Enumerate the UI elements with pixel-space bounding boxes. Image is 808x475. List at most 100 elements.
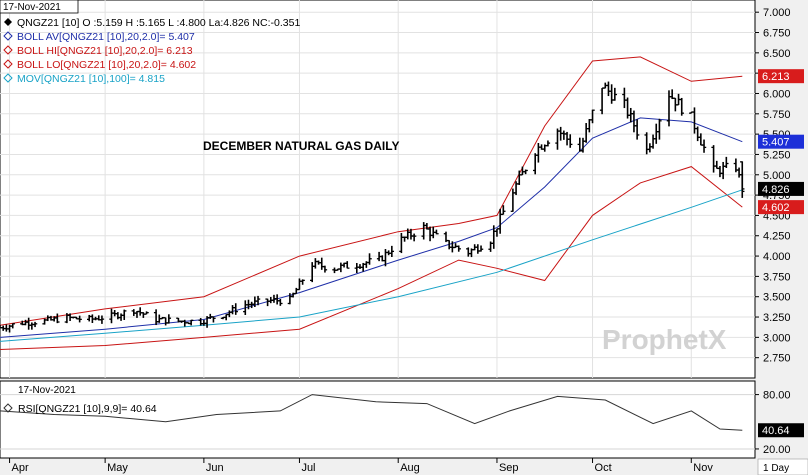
ohlc-bar xyxy=(657,118,662,140)
price-tag: 5.407 xyxy=(758,134,804,149)
interval-label: 1 Day xyxy=(763,463,789,474)
ohlc-bar xyxy=(99,315,105,324)
rsi-panel xyxy=(0,380,756,459)
rsi-axis-label: 80.00 xyxy=(763,390,791,402)
legend-item: BOLL AV[QNGZ21 [10],20,2.0]= 5.407 xyxy=(3,31,195,43)
indicator-line xyxy=(0,166,743,350)
x-axis-label: Apr xyxy=(12,462,29,474)
x-axis-label: Oct xyxy=(595,462,612,474)
ohlc-bar xyxy=(345,261,350,269)
rsi-legend-item: RSI[QNGZ21 [10],9,9]= 40.64 xyxy=(3,403,157,415)
legend-date: 17-Nov-2021 xyxy=(3,2,61,13)
ohlc-bar xyxy=(188,319,194,326)
legend-text: BOLL LO[QNGZ21 [10],20,2.0]= 4.602 xyxy=(17,59,196,71)
price-axis-label: 7.000 xyxy=(763,7,791,19)
ohlc-bar xyxy=(122,309,127,320)
rsi-y-axis: 80.00 20.00 xyxy=(755,390,791,456)
legend-date-box xyxy=(0,0,79,14)
legend-marker-hollow-icon xyxy=(3,59,13,69)
ohlc-bar xyxy=(389,245,395,257)
rsi-line xyxy=(0,394,743,431)
price-tag: 6.213 xyxy=(758,69,804,84)
x-axis-label: Nov xyxy=(693,462,713,474)
price-axis-label: 3.750 xyxy=(763,271,791,283)
ohlc-bar xyxy=(166,314,172,324)
price-bars xyxy=(0,81,745,333)
rsi-tag-label: 40.64 xyxy=(762,425,790,437)
price-panel xyxy=(0,0,756,379)
rsi-legend-text: RSI[QNGZ21 [10],9,9]= 40.64 xyxy=(18,403,157,415)
legend-item: BOLL HI[QNGZ21 [10],20,2.0]= 6.213 xyxy=(3,45,193,57)
chart-annotation: DECEMBER NATURAL GAS DAILY xyxy=(203,139,399,153)
price-tag-box xyxy=(758,181,804,196)
price-tag: 4.602 xyxy=(758,200,804,215)
price-axis-label: 5.750 xyxy=(763,109,791,121)
rsi-tag: 40.64 xyxy=(758,423,804,438)
price-axis-label: 4.250 xyxy=(763,231,791,243)
price-axis-label: 6.750 xyxy=(763,28,791,40)
ohlc-bar xyxy=(300,279,305,285)
price-axis-label: 6.500 xyxy=(763,48,791,60)
price-tag-box xyxy=(758,200,804,215)
legend-text: BOLL AV[QNGZ21 [10],20,2.0]= 5.407 xyxy=(17,31,195,43)
indicator-line xyxy=(0,189,743,342)
price-axis-label: 3.250 xyxy=(763,312,791,324)
rsi-grid xyxy=(0,394,755,450)
interval-box xyxy=(757,458,808,475)
ohlc-bar xyxy=(144,311,149,315)
legend-text: QNGZ21 [10] O :5.159 H :5.165 L :4.800 L… xyxy=(17,17,300,29)
ohlc-bar xyxy=(10,323,15,329)
ohlc-bar xyxy=(32,321,38,328)
legend-item: BOLL LO[QNGZ21 [10],20,2.0]= 4.602 xyxy=(3,59,196,71)
ohlc-bar xyxy=(679,97,684,116)
x-axis-label: Jun xyxy=(206,462,224,474)
ohlc-bar xyxy=(456,245,461,252)
ohlc-bar xyxy=(55,313,60,324)
ohlc-bar xyxy=(411,233,417,242)
x-axis-label: Aug xyxy=(400,462,420,474)
ohlc-bar xyxy=(612,87,618,101)
legend-item: MOV[QNGZ21 [10],100]= 4.815 xyxy=(3,73,165,85)
legend-text: BOLL HI[QNGZ21 [10],20,2.0]= 6.213 xyxy=(17,45,193,57)
ohlc-bar xyxy=(568,134,573,148)
price-tag-box xyxy=(758,69,804,84)
price-axis-label: 4.000 xyxy=(763,251,791,263)
indicator-line xyxy=(0,117,743,338)
legend-text: MOV[QNGZ21 [10],100]= 4.815 xyxy=(17,73,165,85)
ohlc-bar xyxy=(523,169,528,175)
ohlc-bar xyxy=(278,298,283,306)
price-axis-label: 5.250 xyxy=(763,149,791,161)
legend-marker-filled-icon xyxy=(4,18,12,26)
price-tag-label: 4.826 xyxy=(762,184,790,196)
rsi-axis-label: 20.00 xyxy=(763,444,791,456)
price-grid xyxy=(0,0,755,378)
indicator-lines xyxy=(0,56,743,350)
price-tag-label: 4.602 xyxy=(762,202,790,214)
legend: QNGZ21 [10] O :5.159 H :5.165 L :4.800 L… xyxy=(3,17,300,85)
rsi-date: 17-Nov-2021 xyxy=(18,385,76,396)
price-tag-box xyxy=(758,134,804,149)
x-axis-label: Sep xyxy=(499,462,519,474)
price-axis-label: 3.500 xyxy=(763,292,791,304)
ohlc-bar xyxy=(434,229,439,235)
price-axis-label: 6.000 xyxy=(763,88,791,100)
x-axis-strip xyxy=(0,459,808,475)
ohlc-bar xyxy=(590,109,595,124)
legend-item: QNGZ21 [10] O :5.159 H :5.165 L :4.800 L… xyxy=(4,17,300,29)
ohlc-bar xyxy=(501,205,506,216)
price-tag-label: 5.407 xyxy=(762,137,790,149)
price-tags: 6.213 5.407 4.826 4.602 xyxy=(758,69,804,215)
rsi-series-line xyxy=(0,394,743,431)
price-axis-label: 3.000 xyxy=(763,332,791,344)
ohlc-bar xyxy=(634,119,640,140)
ohlc-bar xyxy=(701,139,707,153)
rsi-tag-box xyxy=(758,423,804,438)
ohlc-bar-last xyxy=(740,161,745,192)
ohlc-bar xyxy=(255,295,261,306)
price-axis-label: 5.000 xyxy=(763,170,791,182)
price-tag-label: 6.213 xyxy=(762,71,790,83)
ohlc-bar xyxy=(367,253,372,265)
price-tag: 4.826 xyxy=(758,181,804,196)
ohlc-bar xyxy=(211,316,216,323)
ohlc-bar xyxy=(545,140,551,147)
